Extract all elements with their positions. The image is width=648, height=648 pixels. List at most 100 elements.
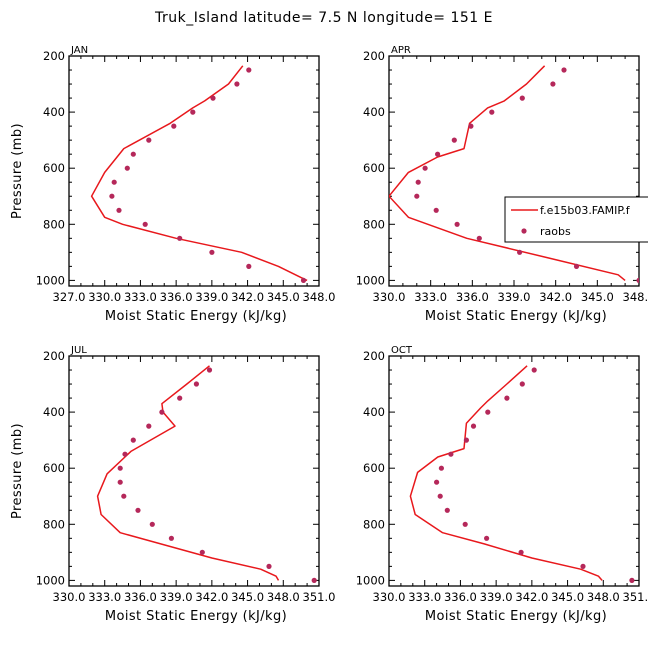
raobs-point xyxy=(518,549,524,555)
y-tick-label: 800 xyxy=(43,217,65,231)
x-tick-label: 333.0 xyxy=(124,290,157,304)
x-tick-label: 339.0 xyxy=(160,590,193,604)
raobs-point xyxy=(199,549,205,555)
x-axis-label: Moist Static Energy (kJ/kg) xyxy=(425,609,607,624)
x-tick-label: 345.0 xyxy=(551,590,584,604)
raobs-point xyxy=(462,521,468,527)
model-line xyxy=(96,365,280,581)
raobs-point xyxy=(415,179,421,185)
x-tick-label: 348.0 xyxy=(623,290,648,304)
x-tick-label: 330.0 xyxy=(88,290,121,304)
raobs-point xyxy=(504,395,510,401)
y-tick-label: 400 xyxy=(43,405,65,419)
raobs-point xyxy=(234,81,240,87)
raobs-point xyxy=(117,479,123,485)
legend-box xyxy=(504,196,648,243)
x-tick-label: 342.0 xyxy=(539,290,572,304)
x-axis-label: Moist Static Energy (kJ/kg) xyxy=(105,609,287,624)
raobs-point xyxy=(149,521,155,527)
legend-model-label: f.e15b03.FAMIP.f xyxy=(540,204,631,217)
raobs-point xyxy=(519,95,525,101)
x-tick-label: 330.0 xyxy=(373,290,406,304)
plot-area xyxy=(389,65,639,283)
x-tick-label: 351.0 xyxy=(623,590,648,604)
x-axis-label: Moist Static Energy (kJ/kg) xyxy=(425,309,607,324)
legend-obs-label: raobs xyxy=(540,225,571,238)
raobs-point xyxy=(146,423,152,429)
raobs-point xyxy=(193,381,199,387)
x-tick-label: 330.0 xyxy=(373,590,406,604)
y-axis-label: Pressure (mb) xyxy=(10,123,25,219)
x-tick-label: 339.0 xyxy=(195,290,228,304)
panel-label: JAN xyxy=(70,45,88,56)
raobs-point xyxy=(489,109,495,115)
raobs-point xyxy=(246,263,252,269)
model-line xyxy=(389,65,626,281)
raobs-point xyxy=(422,165,428,171)
raobs-point xyxy=(246,67,252,73)
raobs-point xyxy=(168,535,174,541)
y-tick-label: 600 xyxy=(363,161,385,175)
x-tick-label: 342.0 xyxy=(515,590,548,604)
raobs-point xyxy=(444,507,450,513)
x-tick-label: 333.0 xyxy=(88,590,121,604)
raobs-point xyxy=(531,367,537,373)
panel-label: APR xyxy=(391,45,411,56)
raobs-point xyxy=(266,563,272,570)
figure-title: Truk_Island latitude= 7.5 N longitude= 1… xyxy=(154,10,493,26)
x-tick-label: 330.0 xyxy=(53,590,86,604)
plot-area xyxy=(96,365,317,584)
raobs-point xyxy=(146,137,152,143)
y-tick-label: 200 xyxy=(363,349,385,363)
panel-label: OCT xyxy=(391,345,413,356)
y-tick-label: 200 xyxy=(43,49,65,63)
y-tick-label: 1000 xyxy=(356,273,385,287)
raobs-point xyxy=(210,95,216,101)
raobs-point xyxy=(484,535,490,541)
y-tick-label: 600 xyxy=(43,461,65,475)
raobs-point xyxy=(177,395,183,401)
panel-jul: JUL 330.0 333.0 336.0 339.0 342.0 345.0 348.0 35… xyxy=(10,345,335,624)
raobs-point xyxy=(470,423,477,429)
raobs-point xyxy=(517,249,523,255)
plot-frame xyxy=(388,55,640,287)
y-tick-label: 400 xyxy=(363,105,385,119)
plot-area xyxy=(409,365,635,584)
raobs-point xyxy=(437,493,443,499)
raobs-point xyxy=(454,221,460,227)
y-axis-label: Pressure (mb) xyxy=(10,423,25,519)
raobs-point xyxy=(561,67,567,73)
model-line xyxy=(90,65,308,282)
y-tick-label: 600 xyxy=(363,461,385,475)
raobs-point xyxy=(190,109,196,115)
x-tick-label: 351.0 xyxy=(303,590,336,604)
raobs-point xyxy=(451,137,457,143)
legend: f.e15b03.FAMIP.f raobs xyxy=(504,196,648,243)
raobs-point xyxy=(121,493,127,499)
raobs-point xyxy=(209,249,215,255)
x-tick-label: 336.0 xyxy=(444,590,477,604)
raobs-point xyxy=(550,81,556,87)
y-tick-label: 800 xyxy=(363,517,385,531)
raobs-point xyxy=(519,381,525,387)
panel-oct: OCT 330.0 333.0 336.0 339.0 342.0 345.0 348.0 35… xyxy=(356,345,648,624)
raobs-point xyxy=(130,151,136,157)
raobs-point xyxy=(300,277,307,283)
raobs-point xyxy=(414,193,420,199)
raobs-point xyxy=(171,123,177,129)
x-tick-label: 333.0 xyxy=(408,590,441,604)
x-tick-label: 348.0 xyxy=(587,590,620,604)
raobs-point xyxy=(109,193,115,199)
panel-label: JUL xyxy=(70,345,87,356)
raobs-point xyxy=(476,235,482,241)
plot-frame xyxy=(68,355,320,587)
x-tick-label: 336.0 xyxy=(124,590,157,604)
raobs-point xyxy=(448,451,454,457)
raobs-point xyxy=(142,221,148,227)
raobs-point xyxy=(206,367,213,373)
raobs-point xyxy=(433,207,439,213)
x-tick-label: 339.0 xyxy=(498,290,531,304)
raobs-point xyxy=(468,123,474,129)
x-tick-label: 348.0 xyxy=(303,290,336,304)
